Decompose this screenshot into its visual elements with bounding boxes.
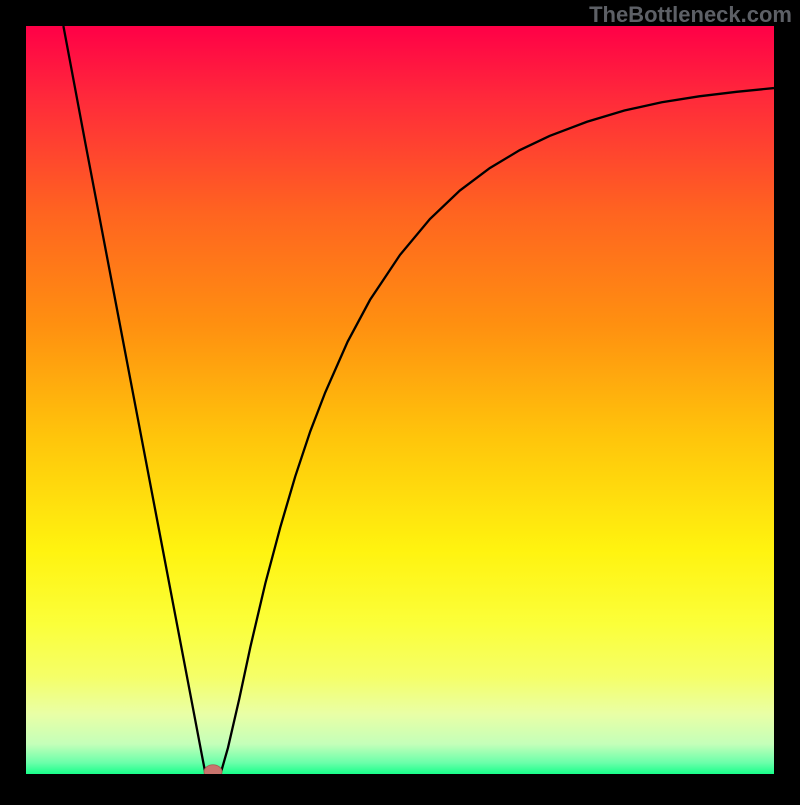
plot-background [26,26,774,774]
optimum-marker [204,765,222,779]
chart-frame: TheBottleneck.com [0,0,800,800]
bottleneck-chart [0,0,800,800]
watermark-text: TheBottleneck.com [589,2,792,28]
